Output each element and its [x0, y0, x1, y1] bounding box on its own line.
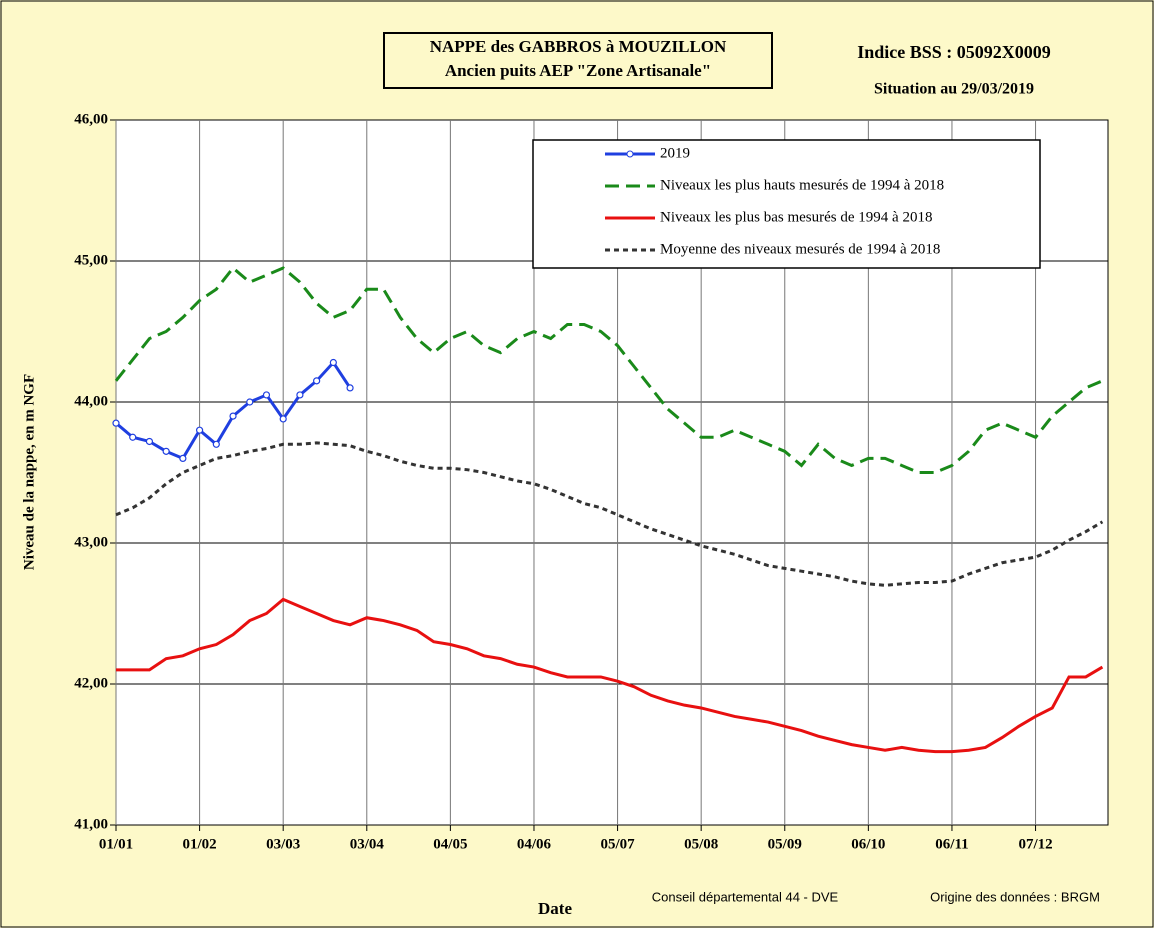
y-axis-label: Niveau de la nappe, en m NGF: [21, 374, 37, 570]
data-point: [246, 398, 254, 406]
y-tick-label: 44,00: [74, 393, 108, 409]
y-tick-label: 45,00: [74, 252, 108, 268]
data-point: [279, 415, 287, 423]
x-tick-label: 06/10: [851, 836, 885, 852]
subtitle: Situation au 29/03/2019: [874, 81, 1034, 98]
x-tick-label: 03/03: [266, 836, 300, 852]
x-tick-label: 05/09: [768, 836, 802, 852]
data-point: [329, 358, 337, 367]
data-point: [212, 440, 220, 448]
data-point: [179, 454, 187, 462]
legend-marker: [626, 150, 634, 158]
x-tick-label: 06/11: [935, 836, 968, 852]
data-point: [129, 433, 137, 441]
x-tick-label: 05/07: [600, 836, 635, 852]
data-point: [313, 377, 321, 385]
legend-label: 2019: [660, 145, 690, 161]
legend-label: Niveaux les plus bas mesurés de 1994 à 2…: [660, 209, 932, 225]
chart-title: Ancien puits AEP "Zone Artisanale": [445, 61, 711, 80]
data-point: [112, 419, 120, 427]
x-tick-label: 01/02: [183, 836, 217, 852]
data-point: [229, 412, 237, 420]
y-tick-label: 46,00: [74, 111, 108, 127]
footer-note: Origine des données : BRGM: [930, 889, 1100, 904]
series-line: [115, 441, 1104, 587]
x-axis-label: Date: [538, 899, 572, 918]
legend: [532, 139, 1041, 269]
x-tick-label: 07/12: [1018, 836, 1052, 852]
data-point: [346, 384, 354, 392]
x-tick-label: 01/01: [99, 836, 133, 852]
data-point: [296, 391, 304, 399]
y-tick-label: 43,00: [74, 534, 108, 550]
y-tick-label: 41,00: [74, 816, 108, 832]
data-point: [162, 447, 170, 455]
data-point: [145, 437, 154, 446]
y-tick-label: 42,00: [74, 675, 108, 691]
title-box: [383, 32, 773, 89]
x-tick-label: 05/08: [684, 836, 718, 852]
x-tick-label: 04/06: [517, 836, 552, 852]
data-point: [195, 426, 204, 434]
x-tick-label: 03/04: [350, 836, 385, 852]
chart-title: NAPPE des GABBROS à MOUZILLON: [430, 37, 727, 56]
data-point: [262, 391, 271, 399]
series-line: [114, 265, 1104, 474]
legend-label: Moyenne des niveaux mesurés de 1994 à 20…: [660, 241, 940, 257]
series-line: [116, 597, 1104, 754]
legend-label: Niveaux les plus hauts mesurés de 1994 à…: [660, 177, 944, 193]
subtitle: Indice BSS : 05092X0009: [857, 42, 1051, 62]
footer-note: Conseil départemental 44 - DVE: [652, 889, 839, 904]
x-tick-label: 04/05: [433, 836, 467, 852]
